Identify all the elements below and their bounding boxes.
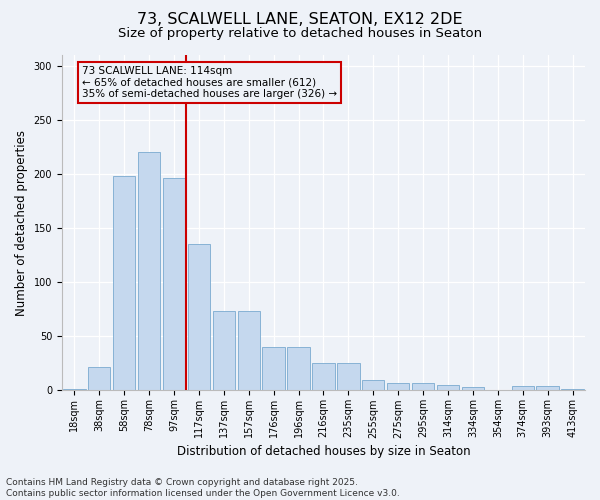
Bar (412, 383, 434, 390)
Bar (113, 176, 136, 390)
Bar (387, 383, 409, 390)
Bar (262, 347, 285, 391)
Bar (188, 244, 210, 390)
Text: 73 SCALWELL LANE: 114sqm
← 65% of detached houses are smaller (612)
35% of semi-: 73 SCALWELL LANE: 114sqm ← 65% of detach… (82, 66, 337, 99)
Bar (287, 347, 310, 391)
Bar (88, 366, 110, 390)
Bar (461, 387, 484, 390)
Bar (536, 386, 559, 390)
Bar (437, 385, 459, 390)
Bar (312, 364, 335, 390)
Bar (163, 178, 185, 390)
Bar (362, 380, 385, 390)
Text: Contains HM Land Registry data © Crown copyright and database right 2025.
Contai: Contains HM Land Registry data © Crown c… (6, 478, 400, 498)
Y-axis label: Number of detached properties: Number of detached properties (15, 130, 28, 316)
Bar (212, 312, 235, 390)
X-axis label: Distribution of detached houses by size in Seaton: Distribution of detached houses by size … (176, 444, 470, 458)
Text: 73, SCALWELL LANE, SEATON, EX12 2DE: 73, SCALWELL LANE, SEATON, EX12 2DE (137, 12, 463, 28)
Bar (238, 312, 260, 390)
Text: Size of property relative to detached houses in Seaton: Size of property relative to detached ho… (118, 28, 482, 40)
Bar (138, 152, 160, 390)
Bar (512, 386, 534, 390)
Bar (337, 364, 359, 390)
